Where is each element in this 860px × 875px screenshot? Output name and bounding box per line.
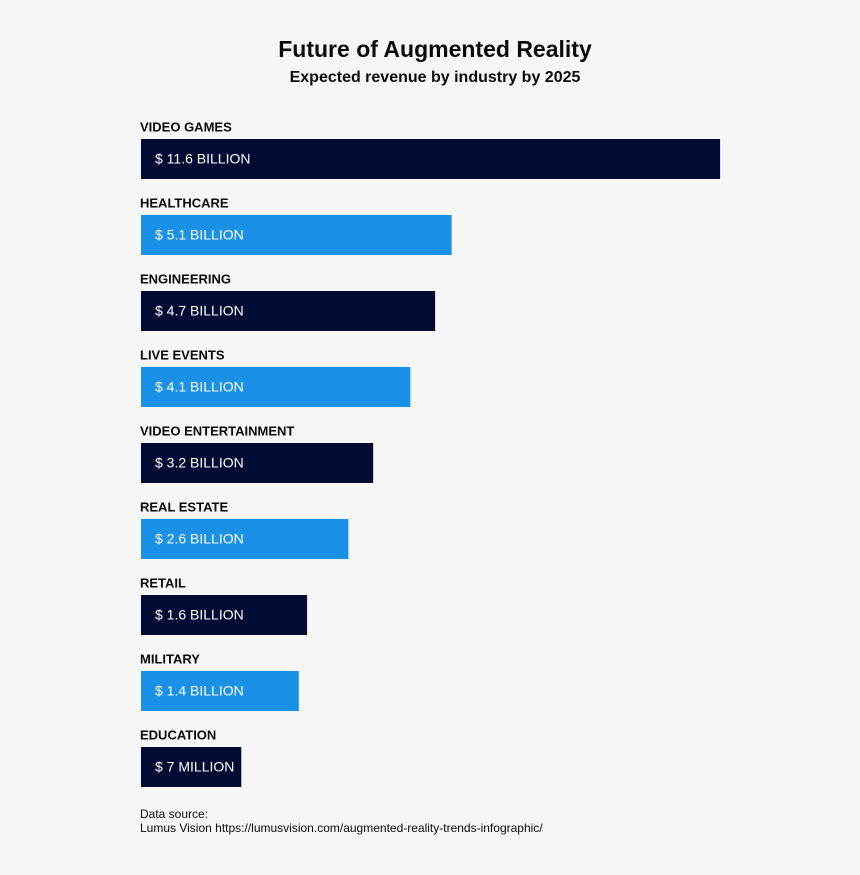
category-label: VIDEO ENTERTAINMENT — [140, 423, 294, 438]
value-label: $ 1.4 BILLION — [155, 683, 244, 699]
bar — [141, 519, 349, 559]
bar — [141, 595, 308, 635]
bar — [141, 443, 374, 483]
value-label: $ 1.6 BILLION — [155, 607, 244, 623]
category-label: RETAIL — [140, 575, 186, 590]
value-label: $ 5.1 BILLION — [155, 227, 244, 243]
bar — [141, 215, 452, 255]
category-label: ENGINEERING — [140, 271, 231, 286]
bar — [141, 139, 721, 179]
category-label: HEALTHCARE — [140, 195, 229, 210]
category-label: MILITARY — [140, 651, 200, 666]
value-label: $ 7 MILLION — [155, 759, 234, 775]
value-label: $ 11.6 BILLION — [155, 151, 250, 167]
source: Lumus Vision https://lumusvision.com/aug… — [140, 821, 543, 835]
category-label: LIVE EVENTS — [140, 347, 225, 362]
source-label: Data source: — [140, 807, 208, 821]
value-label: $ 2.6 BILLION — [155, 531, 244, 547]
bar — [141, 747, 242, 787]
chart-subtitle: Expected revenue by industry by 2025 — [290, 69, 581, 86]
bar — [141, 671, 299, 711]
category-label: VIDEO GAMES — [140, 119, 232, 134]
value-label: $ 3.2 BILLION — [155, 455, 244, 471]
value-label: $ 4.1 BILLION — [155, 379, 244, 395]
category-label: REAL ESTATE — [140, 499, 228, 514]
bar — [141, 291, 436, 331]
chart-title: Future of Augmented Reality — [278, 36, 592, 62]
bar — [141, 367, 411, 407]
category-label: EDUCATION — [140, 727, 216, 742]
value-label: $ 4.7 BILLION — [155, 303, 244, 319]
